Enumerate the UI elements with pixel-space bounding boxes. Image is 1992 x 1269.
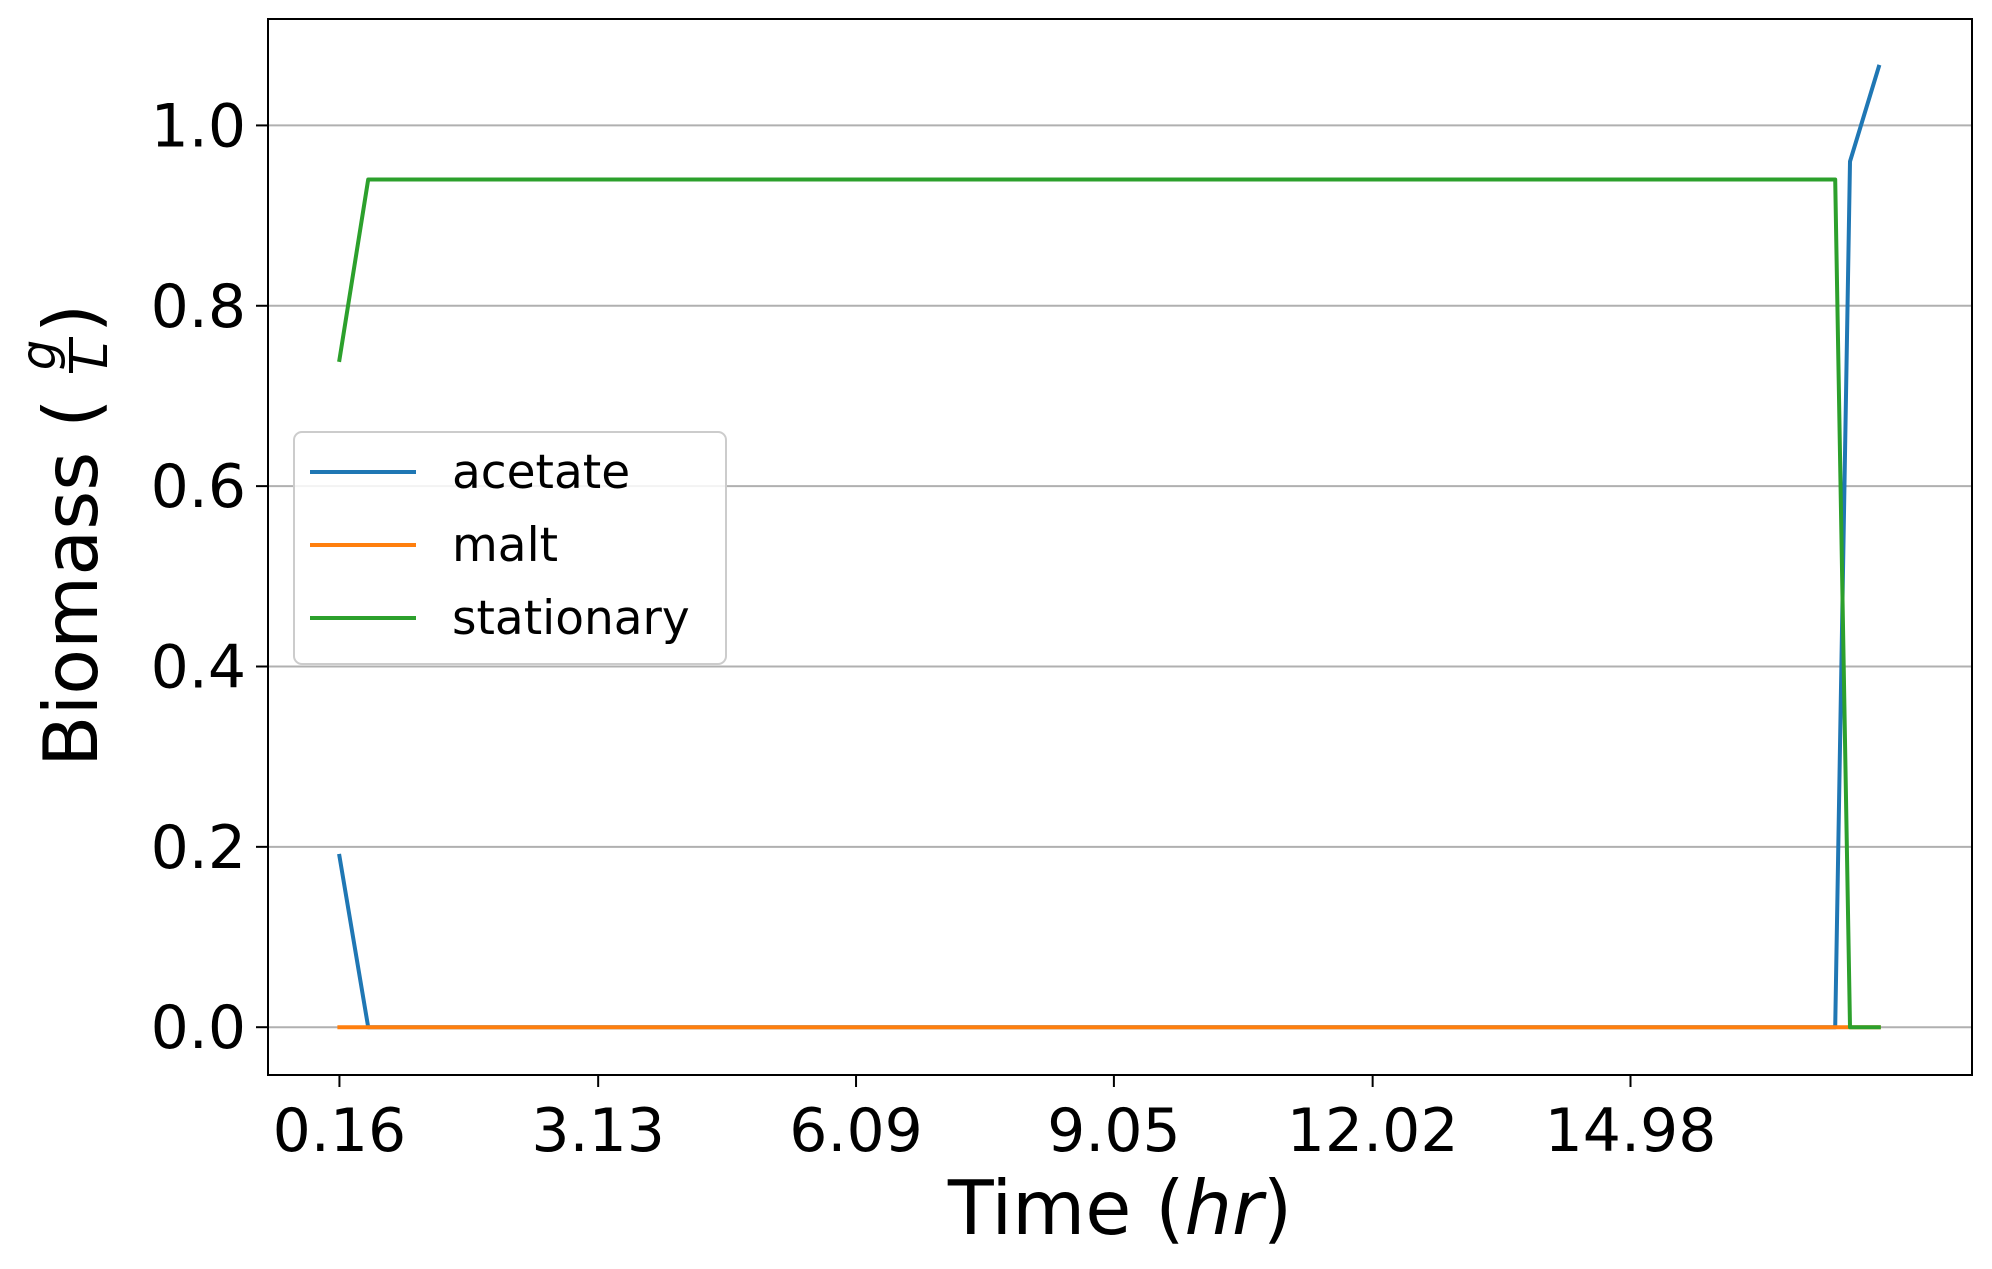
- x-tick-label: 6.09: [789, 1096, 923, 1166]
- x-axis-title-suffix: ): [1263, 1164, 1292, 1252]
- y-tick-label: 0.0: [151, 993, 246, 1063]
- plot-frame: [267, 18, 1973, 1076]
- y-tick-label: 0.8: [151, 272, 246, 342]
- x-axis-title-prefix: Time (: [947, 1164, 1185, 1252]
- x-tick-label: 3.13: [531, 1096, 665, 1166]
- x-tick-label: 14.98: [1545, 1096, 1717, 1166]
- x-tick-label: 9.05: [1047, 1096, 1181, 1166]
- legend-label-stationary: stationary: [452, 591, 690, 646]
- y-tick-label: 0.4: [151, 632, 246, 702]
- y-axis-title-suffix: ): [27, 304, 115, 333]
- x-tick-label: 0.16: [273, 1096, 407, 1166]
- legend: acetate malt stationary: [293, 431, 727, 665]
- x-axis-title: Time (hr): [947, 1164, 1292, 1252]
- y-axis-title-numerator: g: [11, 340, 67, 370]
- y-tick-label: 0.2: [151, 813, 246, 883]
- y-axis-ticks: 0.0 0.2 0.4 0.6 0.8 1.0: [151, 91, 268, 1063]
- y-axis-title: Biomass ( g L ): [11, 304, 119, 767]
- x-axis-title-unit: hr: [1185, 1164, 1268, 1252]
- y-tick-label: 0.6: [151, 452, 246, 522]
- series-line-stationary: [337, 177, 1881, 1030]
- series-layer: [337, 64, 1882, 1030]
- legend-box: [293, 431, 727, 665]
- legend-label-malt: malt: [452, 518, 558, 573]
- y-axis-title-denominator: L: [63, 342, 119, 369]
- legend-label-acetate: acetate: [452, 445, 630, 500]
- y-axis-title-prefix: Biomass (: [27, 399, 115, 767]
- y-tick-label: 1.0: [151, 91, 246, 161]
- x-tick-label: 12.02: [1287, 1096, 1459, 1166]
- x-axis-ticks: 0.16 3.13 6.09 9.05 12.02 14.98: [273, 1075, 1717, 1166]
